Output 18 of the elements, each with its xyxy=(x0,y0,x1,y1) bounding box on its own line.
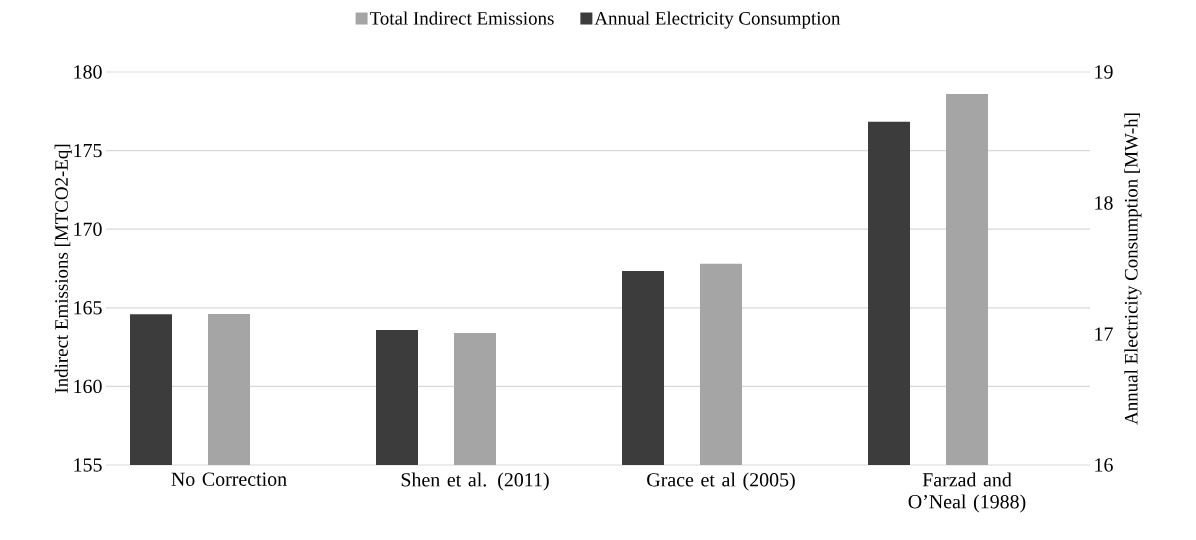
y-tick-label: 165 xyxy=(74,301,102,315)
y2-tick-label: 18 xyxy=(1095,196,1113,210)
y-axis-title: Indirect Emissions [MTCO2-Eq] xyxy=(54,144,72,393)
x-tick-label: Shen et al. (2011) xyxy=(401,472,549,491)
y-tick-label: 170 xyxy=(74,222,102,236)
x-tick-label: Grace et al (2005) xyxy=(647,472,795,491)
x-tick-label: No Correction xyxy=(171,472,287,486)
y2-tick-label: 17 xyxy=(1095,327,1113,341)
y-tick-label: 175 xyxy=(74,143,102,158)
y2-axis-title: Annual Electricity Consumption [MW-h] xyxy=(1124,113,1142,425)
y-tick-label: 160 xyxy=(74,379,102,394)
legend-label: Annual Electricity Consumption xyxy=(594,11,841,29)
y2-tick-label: 16 xyxy=(1095,458,1113,472)
y2-tick-label: 19 xyxy=(1095,65,1113,79)
y-tick-label: 155 xyxy=(74,458,102,472)
y-tick-label: 180 xyxy=(74,65,102,79)
legend-label: Total Indirect Emissions xyxy=(369,11,554,25)
x-tick-label: Farzad and O’Neal (1988) xyxy=(908,472,1026,513)
